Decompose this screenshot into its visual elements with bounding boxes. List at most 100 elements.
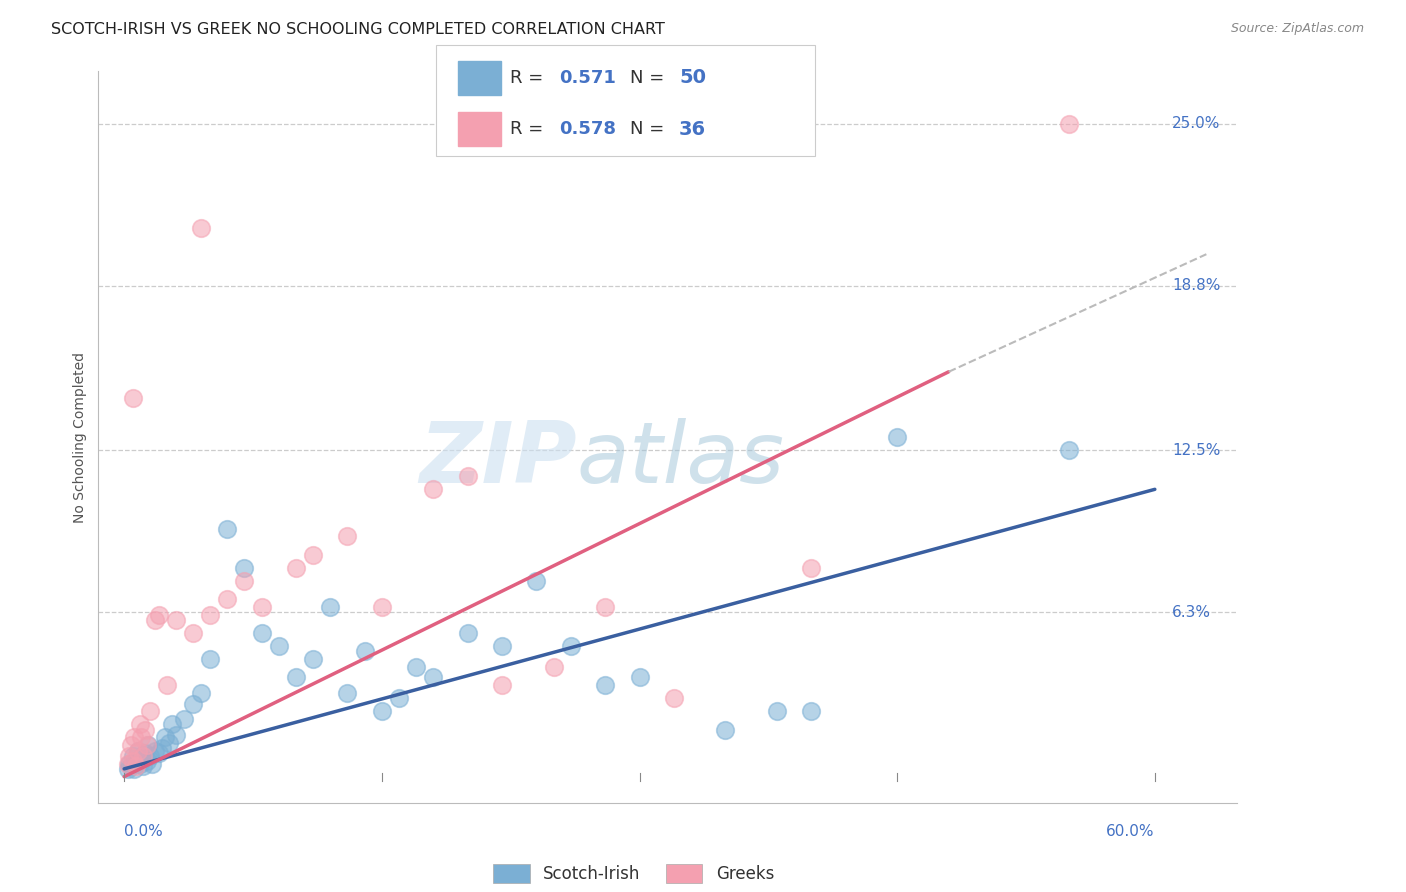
- Point: [560, 639, 582, 653]
- Point: [141, 756, 163, 771]
- Point: [336, 529, 359, 543]
- Point: [162, 717, 184, 731]
- Point: [134, 723, 156, 737]
- Point: [371, 705, 394, 719]
- Point: [125, 759, 148, 773]
- Point: [121, 748, 143, 763]
- Point: [217, 521, 239, 535]
- Point: [800, 560, 823, 574]
- Point: [628, 670, 651, 684]
- Point: [886, 430, 908, 444]
- Point: [136, 739, 159, 753]
- Text: ZIP: ZIP: [419, 417, 576, 500]
- Point: [181, 697, 204, 711]
- Point: [388, 691, 411, 706]
- Point: [198, 607, 221, 622]
- Point: [118, 748, 141, 763]
- Point: [128, 717, 150, 731]
- Point: [139, 748, 162, 763]
- Point: [319, 599, 342, 614]
- Point: [135, 739, 157, 753]
- Point: [156, 678, 179, 692]
- Point: [134, 746, 156, 760]
- Point: [284, 670, 307, 684]
- Point: [422, 670, 444, 684]
- Point: [1057, 117, 1080, 131]
- Text: 18.8%: 18.8%: [1173, 278, 1220, 293]
- Point: [714, 723, 737, 737]
- Point: [198, 652, 221, 666]
- Point: [302, 548, 325, 562]
- Point: [543, 660, 565, 674]
- Point: [143, 743, 166, 757]
- Point: [131, 751, 153, 765]
- Text: 36: 36: [679, 120, 706, 138]
- Point: [132, 759, 155, 773]
- Text: N =: N =: [630, 120, 669, 138]
- Point: [117, 762, 139, 776]
- Point: [593, 678, 616, 692]
- Text: R =: R =: [510, 120, 550, 138]
- Point: [284, 560, 307, 574]
- Text: 50: 50: [679, 69, 706, 87]
- Point: [117, 756, 139, 771]
- Legend: Scotch-Irish, Greeks: Scotch-Irish, Greeks: [486, 857, 780, 889]
- Point: [121, 391, 143, 405]
- Text: R =: R =: [510, 69, 550, 87]
- Point: [593, 599, 616, 614]
- Point: [457, 469, 479, 483]
- Point: [143, 613, 166, 627]
- Point: [155, 731, 177, 745]
- Point: [165, 728, 187, 742]
- Point: [491, 678, 513, 692]
- Text: atlas: atlas: [576, 417, 785, 500]
- Point: [125, 754, 148, 768]
- Point: [405, 660, 427, 674]
- Point: [217, 592, 239, 607]
- Point: [1057, 443, 1080, 458]
- Point: [135, 754, 157, 768]
- Point: [250, 626, 273, 640]
- Point: [526, 574, 548, 588]
- Point: [150, 740, 173, 755]
- Point: [302, 652, 325, 666]
- Point: [132, 748, 155, 763]
- Text: 12.5%: 12.5%: [1173, 442, 1220, 458]
- Point: [128, 756, 150, 771]
- Text: SCOTCH-IRISH VS GREEK NO SCHOOLING COMPLETED CORRELATION CHART: SCOTCH-IRISH VS GREEK NO SCHOOLING COMPL…: [51, 22, 665, 37]
- Point: [267, 639, 290, 653]
- Point: [766, 705, 789, 719]
- Text: 6.3%: 6.3%: [1173, 605, 1211, 620]
- Text: 60.0%: 60.0%: [1107, 823, 1154, 838]
- Point: [800, 705, 823, 719]
- Point: [127, 743, 149, 757]
- Point: [491, 639, 513, 653]
- Point: [353, 644, 375, 658]
- Text: 0.0%: 0.0%: [124, 823, 163, 838]
- Point: [148, 746, 170, 760]
- Point: [457, 626, 479, 640]
- Point: [662, 691, 685, 706]
- Point: [336, 686, 359, 700]
- Point: [371, 599, 394, 614]
- Text: 25.0%: 25.0%: [1173, 116, 1220, 131]
- Point: [148, 607, 170, 622]
- Text: N =: N =: [630, 69, 669, 87]
- Point: [118, 756, 141, 771]
- Point: [181, 626, 204, 640]
- Point: [124, 731, 146, 745]
- Point: [157, 736, 180, 750]
- Text: Source: ZipAtlas.com: Source: ZipAtlas.com: [1230, 22, 1364, 36]
- Point: [120, 759, 142, 773]
- Point: [250, 599, 273, 614]
- Text: 0.578: 0.578: [560, 120, 617, 138]
- Point: [121, 754, 143, 768]
- Point: [127, 743, 149, 757]
- Point: [190, 221, 212, 235]
- Point: [120, 739, 142, 753]
- Point: [139, 705, 162, 719]
- Y-axis label: No Schooling Completed: No Schooling Completed: [73, 351, 87, 523]
- Point: [233, 560, 256, 574]
- Point: [131, 731, 153, 745]
- Point: [124, 762, 146, 776]
